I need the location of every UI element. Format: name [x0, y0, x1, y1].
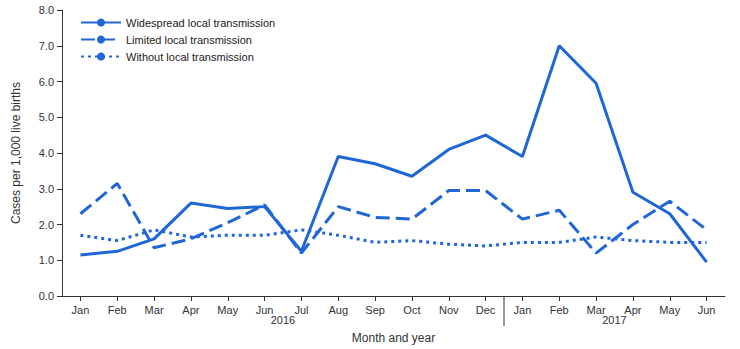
svg-text:Mar: Mar: [145, 304, 164, 316]
svg-text:Jan: Jan: [514, 304, 532, 316]
svg-text:May: May: [659, 304, 680, 316]
svg-text:3.0: 3.0: [39, 183, 54, 195]
svg-text:Cases per 1,000 live births: Cases per 1,000 live births: [9, 82, 23, 224]
svg-text:Aug: Aug: [328, 304, 348, 316]
svg-text:Limited local transmission: Limited local transmission: [126, 34, 252, 46]
svg-text:Without local transmission: Without local transmission: [126, 51, 254, 63]
svg-text:Dec: Dec: [476, 304, 496, 316]
svg-text:Apr: Apr: [624, 304, 641, 316]
svg-text:8.0: 8.0: [39, 4, 54, 16]
svg-text:Jun: Jun: [698, 304, 716, 316]
svg-text:2.0: 2.0: [39, 219, 54, 231]
svg-text:7.0: 7.0: [39, 40, 54, 52]
svg-text:5.0: 5.0: [39, 111, 54, 123]
svg-text:Jan: Jan: [72, 304, 90, 316]
svg-text:2017: 2017: [602, 314, 626, 326]
svg-text:Sep: Sep: [365, 304, 385, 316]
svg-text:4.0: 4.0: [39, 147, 54, 159]
svg-text:Feb: Feb: [108, 304, 127, 316]
svg-text:Apr: Apr: [182, 304, 199, 316]
svg-text:Jul: Jul: [294, 304, 308, 316]
svg-text:May: May: [217, 304, 238, 316]
svg-text:Nov: Nov: [439, 304, 459, 316]
svg-text:6.0: 6.0: [39, 76, 54, 88]
svg-text:0.0: 0.0: [39, 290, 54, 302]
svg-text:Jun: Jun: [256, 304, 274, 316]
svg-text:Feb: Feb: [550, 304, 569, 316]
svg-text:Mar: Mar: [587, 304, 606, 316]
svg-text:Widespread local transmission: Widespread local transmission: [126, 17, 275, 29]
svg-text:2016: 2016: [271, 314, 295, 326]
svg-text:Oct: Oct: [403, 304, 420, 316]
svg-text:1.0: 1.0: [39, 254, 54, 266]
svg-text:Month and year: Month and year: [352, 331, 435, 345]
